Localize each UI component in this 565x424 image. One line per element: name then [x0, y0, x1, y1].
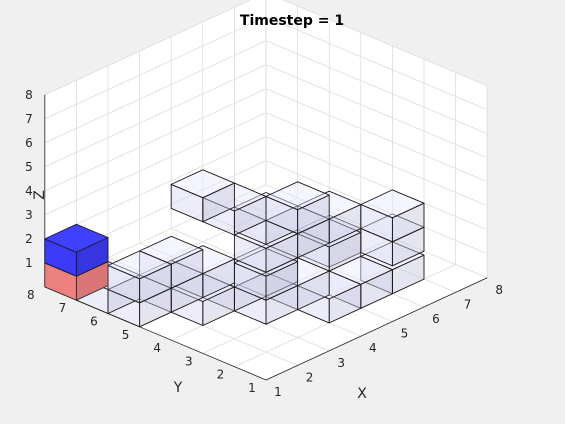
grid-line — [44, 64, 267, 168]
x-tick-label: 7 — [464, 297, 472, 311]
x-tick-label: 6 — [432, 312, 440, 326]
grid-line — [44, 88, 267, 192]
x-tick-label: 2 — [306, 370, 314, 384]
grid-line — [265, 88, 488, 183]
voxel-layer — [44, 169, 425, 328]
tick-labels: 1 2 3 4 5 6 7 8 1 2 3 4 5 6 7 8 1 2 3 4 5 6 7 8 — [25, 88, 503, 399]
grid-line — [265, 16, 488, 111]
z-tick-label: 8 — [25, 88, 33, 102]
y-tick-label: 4 — [153, 341, 161, 355]
empty-cell-voxel — [170, 169, 235, 223]
empty-cell-voxel — [265, 181, 330, 235]
grid-line — [44, 40, 267, 144]
y-axis-label: Y — [173, 380, 183, 396]
x-tick-label: 5 — [401, 327, 409, 341]
x-tick-label: 4 — [369, 341, 377, 355]
agent-voxel — [44, 223, 109, 277]
grid-line — [265, 64, 488, 159]
x-tick-label: 8 — [495, 283, 503, 297]
z-tick-label: 7 — [25, 112, 33, 126]
y-tick-label: 2 — [217, 368, 225, 382]
z-tick-label: 6 — [25, 136, 33, 150]
grid-line — [44, 136, 267, 240]
grid-line — [265, 112, 488, 207]
grid-line — [44, 16, 267, 120]
z-tick-label: 3 — [25, 208, 33, 222]
z-tick-label: 4 — [25, 184, 33, 198]
y-tick-label: 3 — [185, 354, 193, 368]
back-left-pane — [44, 0, 266, 287]
back-right-pane — [266, 0, 488, 278]
empty-cell-voxel — [107, 250, 172, 304]
y-tick-label: 7 — [59, 301, 67, 315]
z-axis-label: Z — [32, 190, 48, 200]
x-tick-label: 1 — [274, 385, 282, 399]
grid-line — [265, 136, 488, 231]
y-tick-label: 6 — [90, 315, 98, 329]
x-axis-label: X — [357, 386, 367, 402]
z-tick-label: 2 — [25, 232, 33, 246]
x-tick-label: 3 — [337, 356, 345, 370]
grid-line — [44, 0, 252, 96]
y-tick-label: 1 — [248, 381, 256, 395]
grid-line — [282, 0, 488, 87]
x-axis-line — [265, 277, 488, 381]
empty-cell-voxel — [360, 189, 425, 243]
grid-line — [265, 40, 488, 135]
z-tick-label: 5 — [25, 160, 33, 174]
grid-line — [44, 112, 267, 216]
chart-title: Timestep = 1 — [240, 13, 344, 29]
y-tick-label: 8 — [27, 288, 35, 302]
z-tick-label: 1 — [25, 256, 33, 270]
y-tick-label: 5 — [122, 328, 130, 342]
